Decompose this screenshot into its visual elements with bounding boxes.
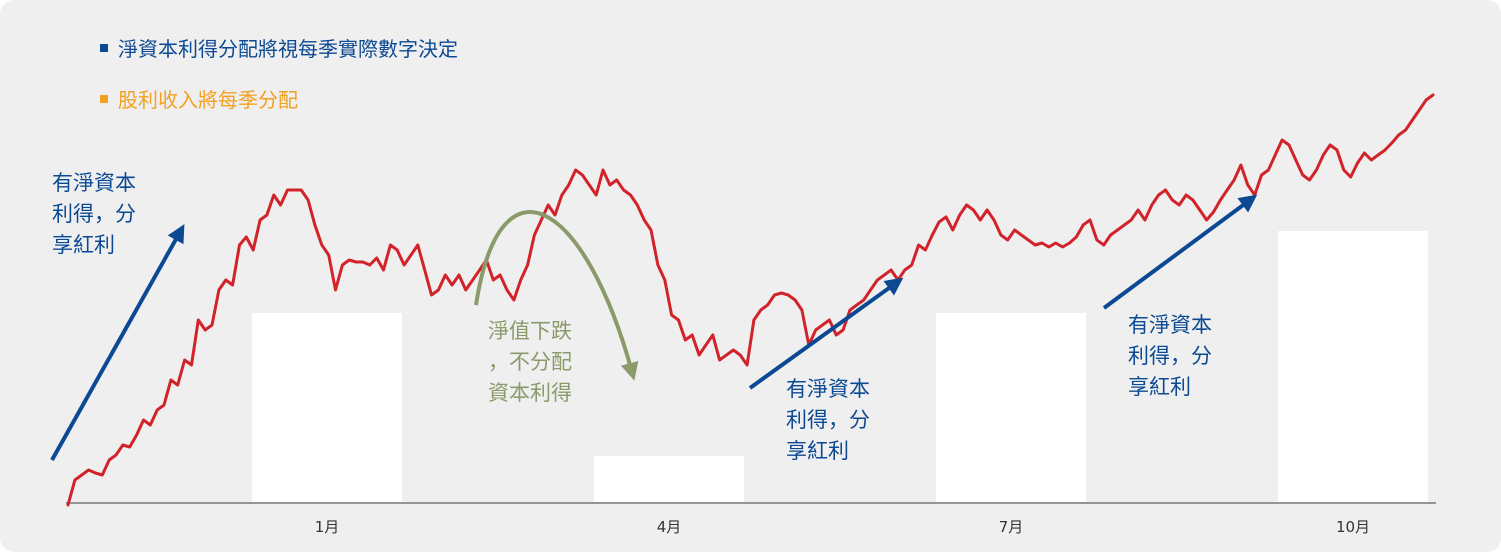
x-axis-ticks: 1月 4月 7月 10月 — [315, 518, 1370, 536]
trend-arrows — [50, 194, 1258, 461]
bar-3 — [936, 313, 1086, 503]
downward-curved-arrow — [474, 210, 639, 381]
x-tick-label-4: 10月 — [1336, 518, 1370, 536]
annotation-3-line-2: 利得，分 — [786, 408, 870, 432]
legend-marker-1 — [100, 44, 108, 52]
price-line-layer — [66, 93, 1435, 507]
legend-label-2: 股利收入將每季分配 — [118, 88, 298, 112]
distribution-bars — [252, 231, 1428, 503]
annotation-2-line-2: ，不分配 — [488, 350, 572, 374]
upward-trend-arrow-1 — [50, 224, 185, 461]
bar-2 — [594, 456, 744, 503]
x-tick-label-2: 4月 — [657, 518, 682, 536]
x-tick-label-1: 1月 — [315, 518, 340, 536]
annotation-2-line-1: 淨值下跌 — [488, 319, 572, 343]
price-line — [66, 93, 1435, 507]
legend-label-1: 淨資本利得分配將視每季實際數字決定 — [118, 37, 458, 61]
annotation-3-line-1: 有淨資本 — [786, 377, 870, 401]
bar-4 — [1278, 231, 1428, 503]
annotation-1-line-1: 有淨資本 — [52, 171, 136, 195]
x-tick-label-3: 7月 — [999, 518, 1024, 536]
upward-trend-arrow-2 — [748, 277, 904, 390]
legend-marker-2 — [100, 95, 108, 103]
annotation-2-line-3: 資本利得 — [488, 381, 572, 405]
annotation-4-line-3: 享紅利 — [1128, 375, 1191, 399]
annotation-4-line-2: 利得，分 — [1128, 344, 1212, 368]
annotation-3-line-3: 享紅利 — [786, 439, 849, 463]
bar-1 — [252, 313, 402, 503]
annotation-1-line-2: 利得，分 — [52, 202, 136, 226]
annotation-1-line-3: 享紅利 — [52, 233, 115, 257]
upward-trend-arrow-3 — [1102, 194, 1258, 310]
annotation-4-line-1: 有淨資本 — [1128, 313, 1212, 337]
